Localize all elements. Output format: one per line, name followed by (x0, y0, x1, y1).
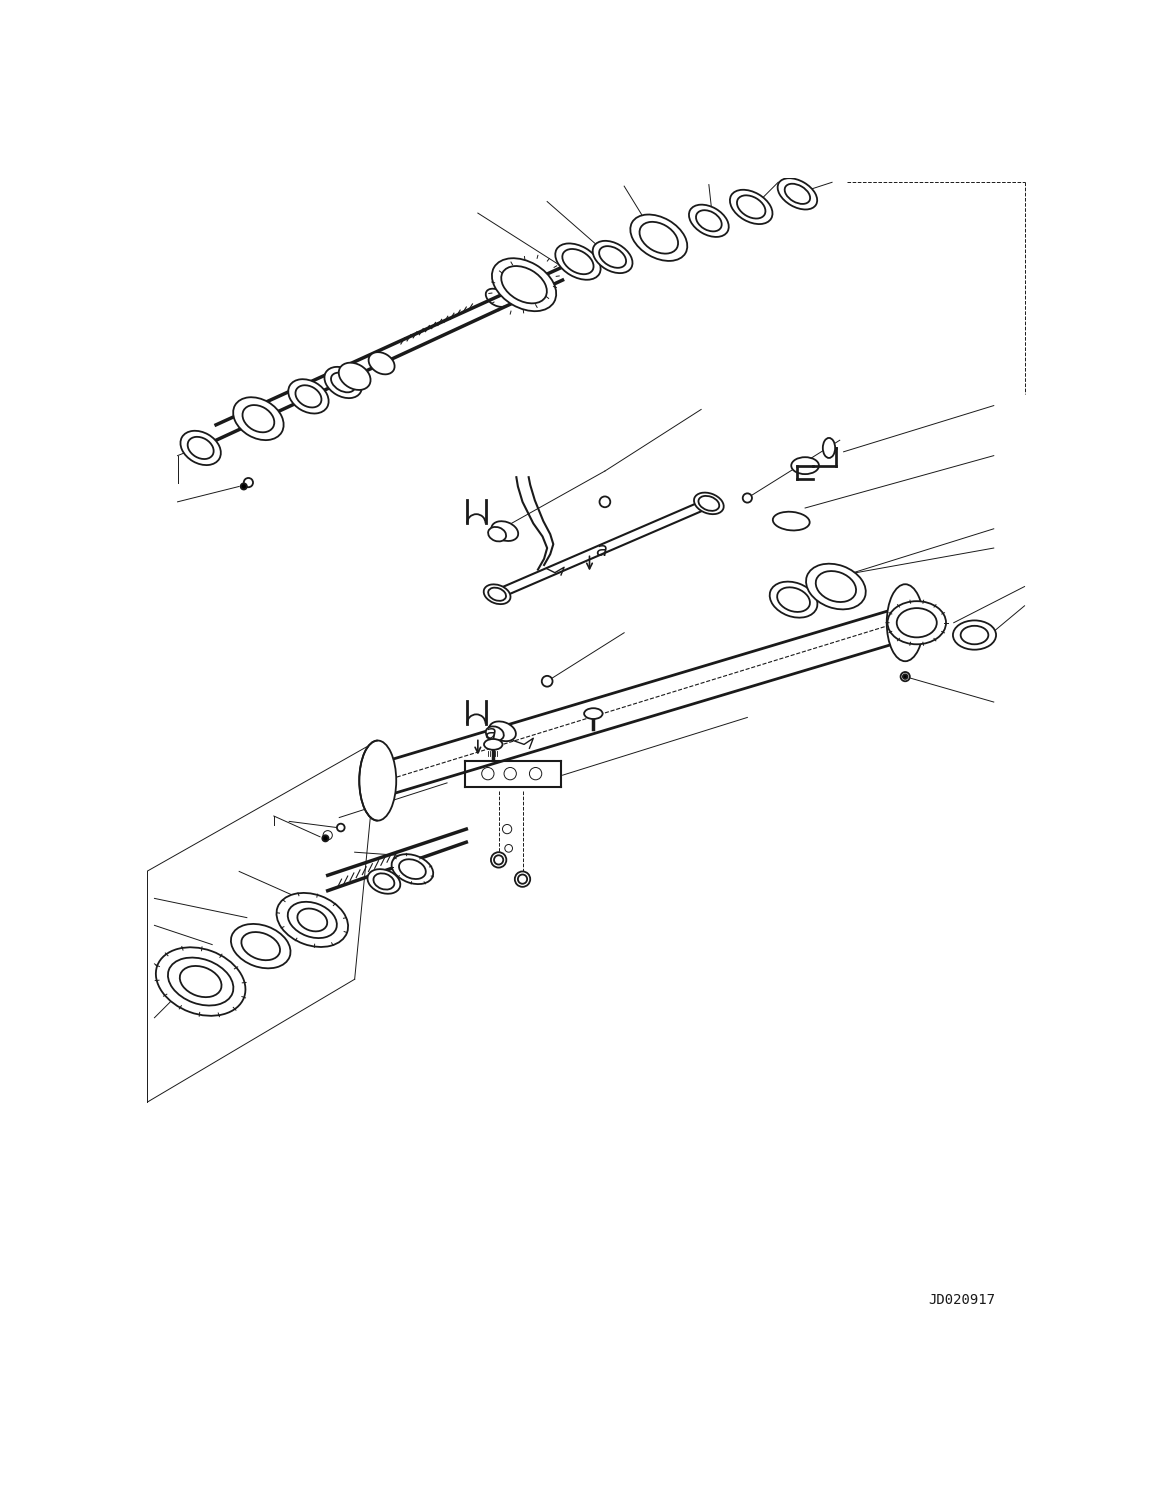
Ellipse shape (689, 205, 729, 236)
Ellipse shape (501, 266, 547, 303)
Ellipse shape (155, 947, 245, 1016)
Ellipse shape (325, 367, 361, 399)
Ellipse shape (491, 522, 518, 541)
Ellipse shape (887, 601, 946, 644)
Ellipse shape (368, 352, 395, 375)
Ellipse shape (584, 708, 603, 720)
Circle shape (494, 855, 503, 864)
Ellipse shape (491, 259, 556, 311)
Ellipse shape (288, 379, 329, 413)
Circle shape (337, 824, 344, 831)
Ellipse shape (399, 859, 426, 879)
Text: a: a (485, 724, 496, 744)
Ellipse shape (631, 214, 687, 260)
Ellipse shape (231, 923, 290, 968)
Ellipse shape (640, 222, 678, 254)
Ellipse shape (897, 608, 937, 638)
Ellipse shape (593, 241, 633, 274)
Circle shape (322, 836, 328, 842)
Ellipse shape (730, 190, 772, 225)
Ellipse shape (242, 932, 280, 961)
Circle shape (542, 677, 552, 687)
Circle shape (902, 674, 907, 680)
Ellipse shape (243, 404, 274, 433)
Circle shape (504, 767, 517, 779)
Circle shape (518, 874, 527, 883)
Circle shape (482, 767, 494, 779)
Ellipse shape (488, 526, 506, 541)
Ellipse shape (338, 363, 371, 390)
Ellipse shape (485, 739, 503, 749)
Ellipse shape (296, 385, 321, 407)
Ellipse shape (180, 967, 221, 998)
Ellipse shape (555, 244, 601, 280)
Ellipse shape (276, 892, 348, 947)
Ellipse shape (886, 584, 924, 662)
Ellipse shape (483, 584, 511, 604)
Ellipse shape (486, 726, 504, 741)
Ellipse shape (288, 901, 337, 938)
Ellipse shape (367, 868, 401, 894)
Ellipse shape (168, 958, 234, 1005)
Ellipse shape (823, 439, 836, 458)
Ellipse shape (699, 495, 719, 512)
Ellipse shape (391, 854, 433, 885)
Text: a: a (595, 541, 607, 559)
Text: JD020917: JD020917 (929, 1294, 996, 1307)
Ellipse shape (181, 431, 221, 465)
Ellipse shape (694, 492, 724, 515)
Circle shape (491, 852, 506, 867)
Circle shape (323, 831, 333, 840)
Ellipse shape (778, 178, 817, 210)
Circle shape (514, 871, 531, 886)
Ellipse shape (953, 620, 996, 650)
Circle shape (742, 494, 752, 503)
Ellipse shape (489, 721, 516, 741)
Circle shape (244, 477, 253, 488)
Ellipse shape (297, 909, 327, 931)
Ellipse shape (816, 571, 856, 602)
Ellipse shape (359, 741, 396, 821)
Ellipse shape (770, 581, 817, 617)
Circle shape (600, 497, 610, 507)
Circle shape (241, 483, 246, 489)
Circle shape (505, 845, 512, 852)
Ellipse shape (234, 397, 283, 440)
Ellipse shape (772, 512, 809, 531)
Circle shape (900, 672, 909, 681)
Ellipse shape (806, 564, 866, 610)
Ellipse shape (488, 587, 506, 601)
Ellipse shape (791, 457, 820, 474)
Circle shape (529, 767, 542, 779)
Circle shape (503, 824, 512, 834)
